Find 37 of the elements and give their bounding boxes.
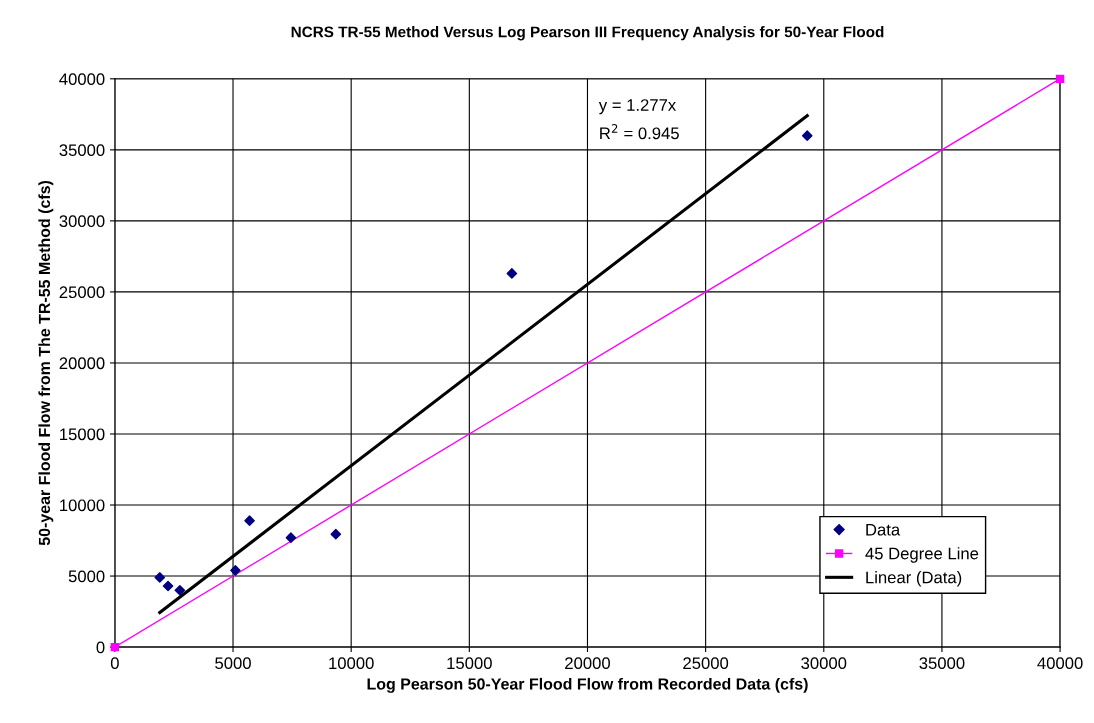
- point: [162, 580, 174, 592]
- point: [154, 572, 166, 583]
- legend-label: 45 Degree Line: [865, 547, 979, 563]
- point: [330, 528, 342, 540]
- chart-title: NCRS TR-55 Method Versus Log Pearson III Frequency Analysis for 50-Year Flood: [291, 26, 884, 41]
- legend-label: Data: [866, 523, 901, 536]
- point: [506, 268, 518, 279]
- y-tick-label: 35000: [59, 144, 105, 157]
- annotation: R$^{2}$ = 0.945: [600, 124, 679, 140]
- x-tick-label: 30000: [801, 657, 847, 670]
- x-tick-label: 35000: [919, 657, 965, 670]
- x-tick-label: 0: [110, 657, 119, 670]
- y-tick-label: 10000: [60, 499, 105, 512]
- y-tick-label: 40000: [59, 73, 105, 86]
- y-tick-label: 0: [96, 641, 105, 654]
- point: [1055, 74, 1065, 83]
- x-tick-label: 10000: [329, 657, 374, 670]
- x-tick-label: 20000: [565, 657, 610, 670]
- x-tick-label: 5000: [215, 657, 251, 670]
- x-tick-label: 15000: [447, 657, 492, 670]
- y-tick-label: 20000: [59, 357, 105, 370]
- y-tick-label: 25000: [59, 286, 105, 299]
- point: [244, 515, 255, 526]
- point: [801, 130, 813, 141]
- point: [174, 584, 186, 596]
- y-tick-label: 30000: [59, 215, 105, 228]
- point: [110, 642, 120, 652]
- annotation: y = 1.277x: [598, 99, 677, 115]
- x-tick-label: 25000: [683, 657, 729, 670]
- x-axis-title: Log Pearson 50-Year Flood Flow from Recorded Data (cfs): [367, 677, 808, 693]
- point: [230, 565, 241, 576]
- y-tick-label: 15000: [60, 428, 105, 441]
- legend-label: Linear (Data): [866, 571, 962, 587]
- y-tick-label: 5000: [68, 570, 105, 583]
- x-tick-label: 40000: [1037, 657, 1083, 670]
- point: [285, 532, 297, 543]
- y-axis-title: 50-year Flood Flow from The TR-55 Method (cfs): [38, 180, 54, 546]
